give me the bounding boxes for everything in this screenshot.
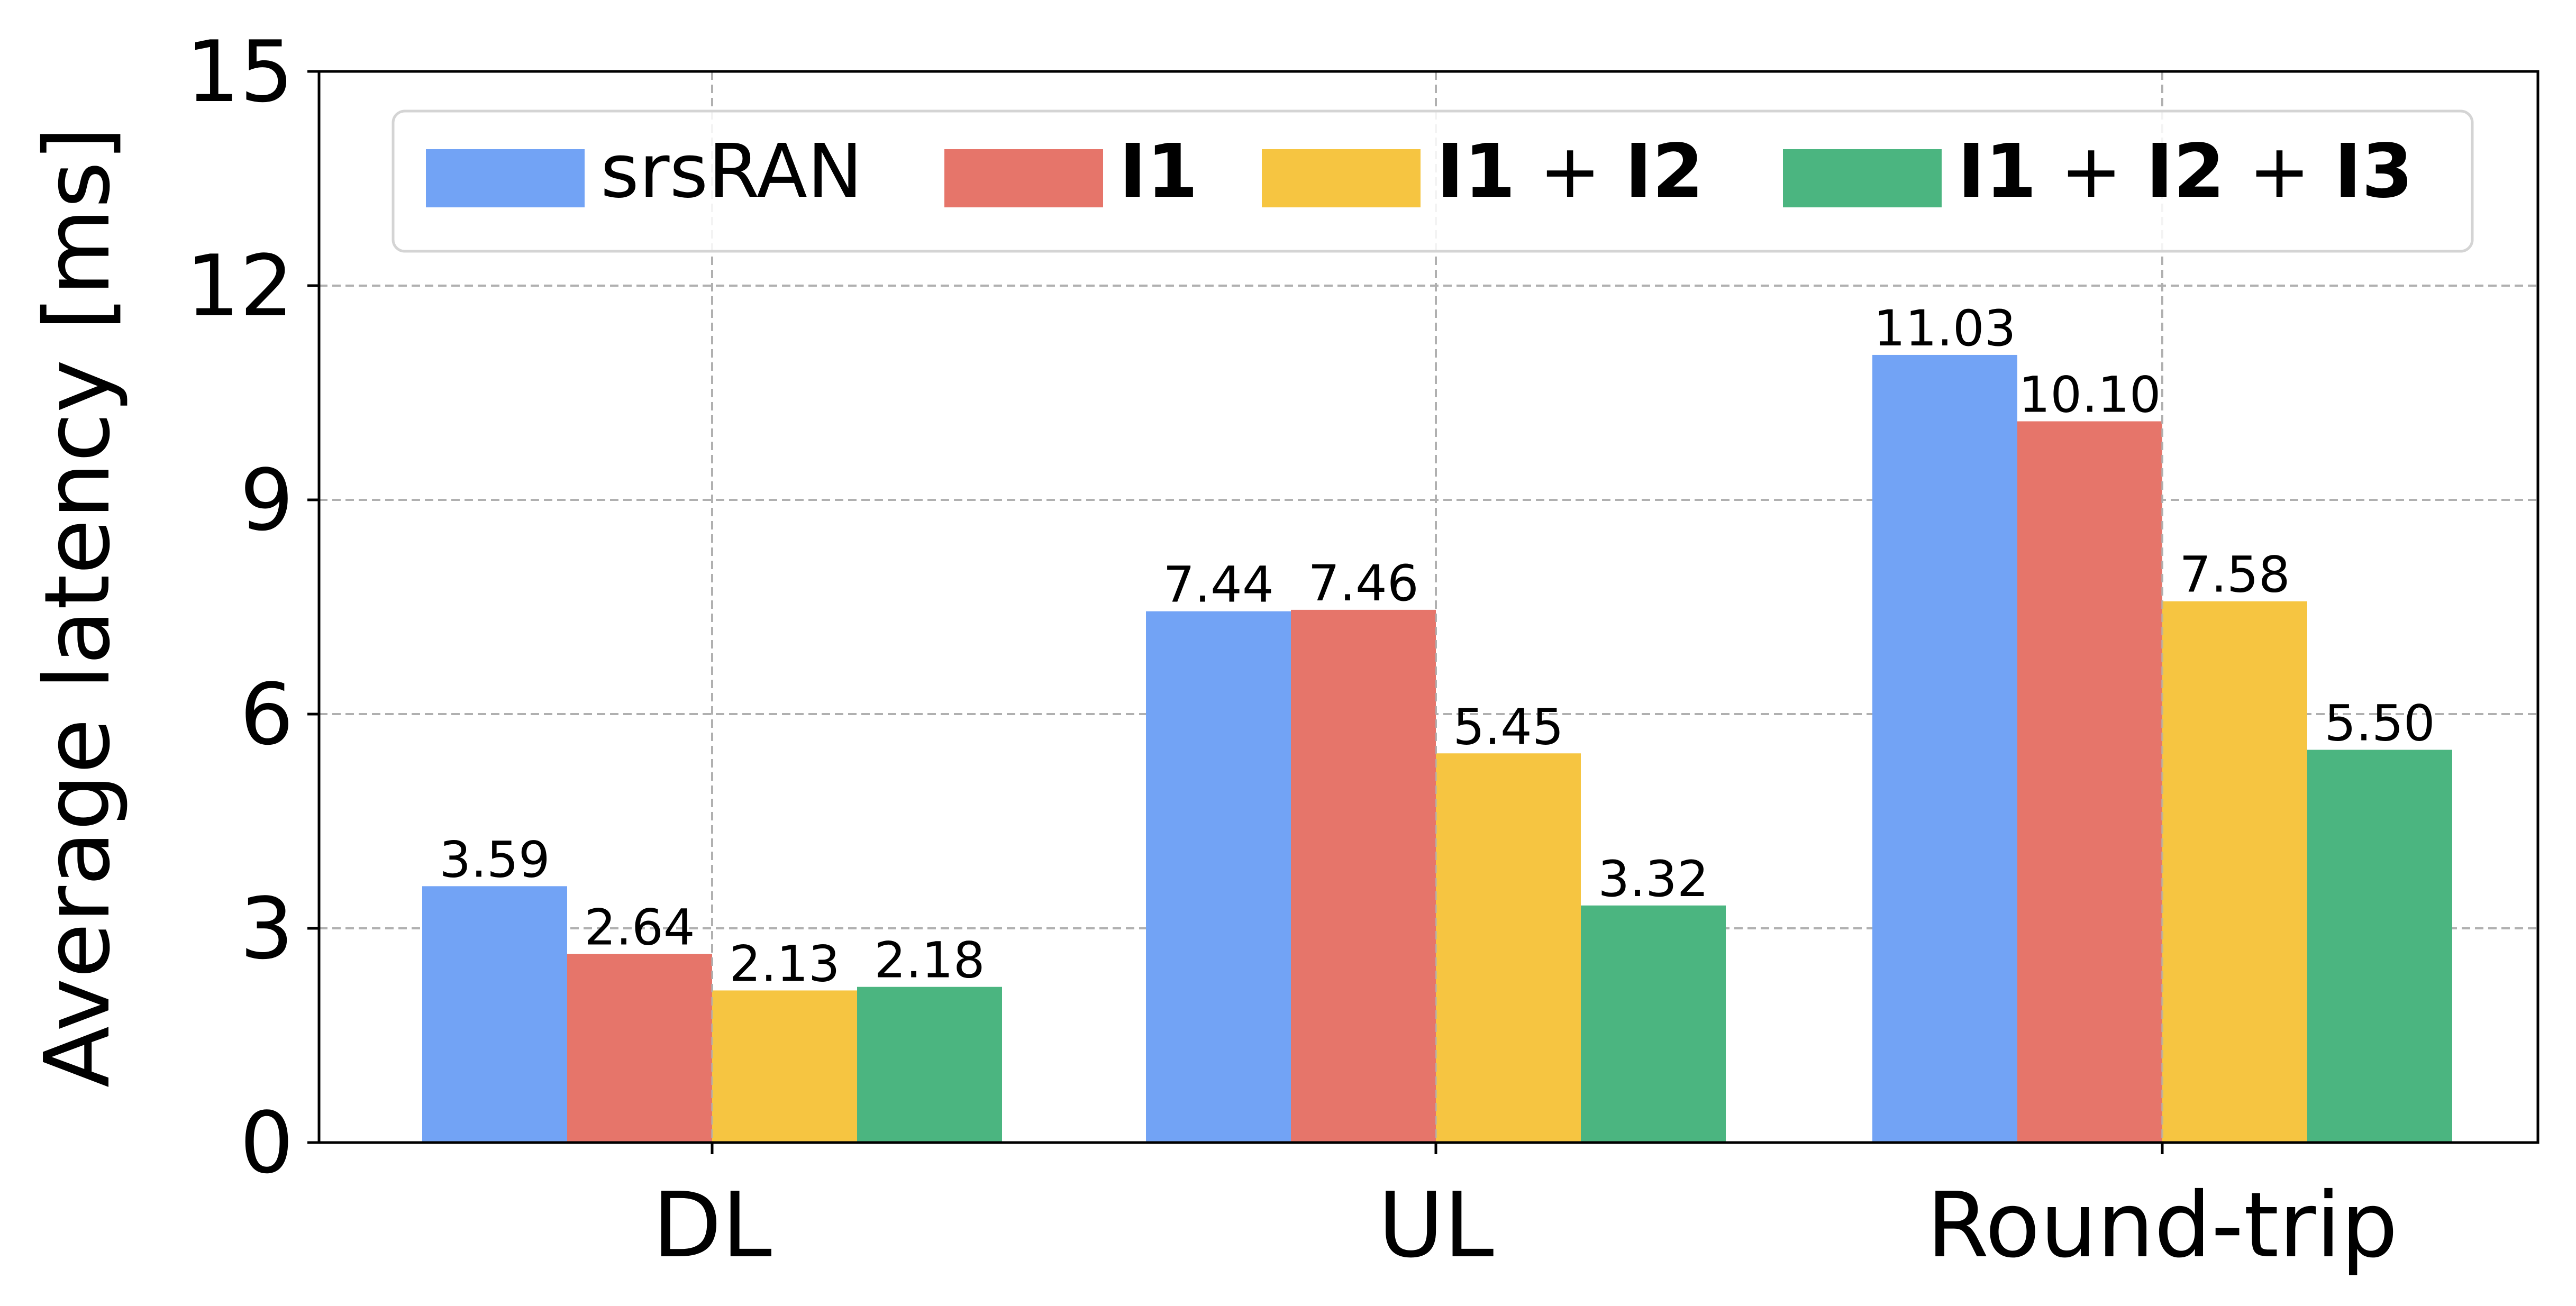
y-tick-label: 9 — [240, 451, 294, 550]
data-label: 7.58 — [2179, 546, 2290, 604]
bar — [2162, 601, 2307, 1143]
legend-box — [392, 109, 2474, 253]
bar — [1146, 611, 1291, 1143]
data-label: 10.10 — [2018, 367, 2161, 424]
y-tick-label: 6 — [240, 665, 294, 764]
legend-swatch — [944, 149, 1103, 207]
legend-label: I1 + I2 — [1436, 129, 1704, 215]
legend-label: I1 — [1119, 129, 1198, 215]
data-label: 5.50 — [2324, 695, 2435, 753]
bar — [567, 954, 712, 1143]
y-tick-label: 0 — [240, 1093, 294, 1192]
legend-label: I1 + I2 + I3 — [1958, 129, 2413, 215]
bar — [2017, 421, 2162, 1143]
legend-label-part: + — [2037, 129, 2146, 215]
legend-label-part: + — [2225, 129, 2334, 215]
axes-frame — [317, 70, 2539, 1144]
legend-swatch — [426, 149, 585, 207]
y-tick-label: 15 — [186, 22, 294, 121]
bar — [2307, 750, 2452, 1143]
bar — [1872, 354, 2017, 1143]
y-tick-label: 12 — [186, 236, 294, 335]
bar — [712, 990, 857, 1143]
y-axis-title: Average latency [ms] — [25, 126, 130, 1088]
data-label: 2.18 — [874, 932, 985, 990]
data-label: 3.32 — [1598, 851, 1708, 908]
legend: srsRAN I1 I1 + I2 I1 + I2 + I3 — [392, 109, 2474, 253]
data-label: 2.13 — [729, 935, 840, 993]
legend-label-part: + — [1516, 129, 1625, 215]
legend-label-part: I2 — [2146, 129, 2225, 215]
data-label: 11.03 — [1873, 300, 2016, 358]
legend-swatch — [1783, 149, 1942, 207]
data-label: 7.44 — [1163, 556, 1273, 614]
bar — [857, 987, 1002, 1143]
x-tick-label: UL — [1378, 1173, 1494, 1278]
data-label: 7.46 — [1308, 555, 1418, 613]
legend-label-part: I2 — [1625, 129, 1704, 215]
bar — [1291, 609, 1436, 1143]
legend-label-part: I1 — [1958, 129, 2037, 215]
y-axis: 0 3 6 9 12 15 — [186, 22, 319, 1192]
legend-label-part: I3 — [2334, 129, 2414, 215]
bar — [1581, 905, 1726, 1143]
bars — [422, 354, 2452, 1143]
y-tick-label: 3 — [240, 879, 294, 978]
legend-label-part: srsRAN — [600, 129, 863, 215]
bar — [1436, 753, 1581, 1143]
legend-label-part: I1 — [1436, 129, 1516, 215]
data-label: 2.64 — [584, 899, 695, 957]
data-labels: 3.59 7.44 11.03 2.64 7.46 10.10 2.13 5.45 7.58 2.… — [439, 300, 2435, 993]
data-label: 3.59 — [439, 831, 550, 889]
legend-swatch — [1262, 149, 1421, 207]
bar — [422, 886, 567, 1143]
x-axis: DL UL Round-trip — [652, 1143, 2398, 1278]
data-label: 5.45 — [1453, 698, 1563, 756]
legend-label-part: I1 — [1119, 129, 1198, 215]
x-tick-label: DL — [652, 1173, 772, 1278]
x-tick-label: Round-trip — [1927, 1173, 2398, 1278]
legend-label: srsRAN — [600, 129, 863, 215]
